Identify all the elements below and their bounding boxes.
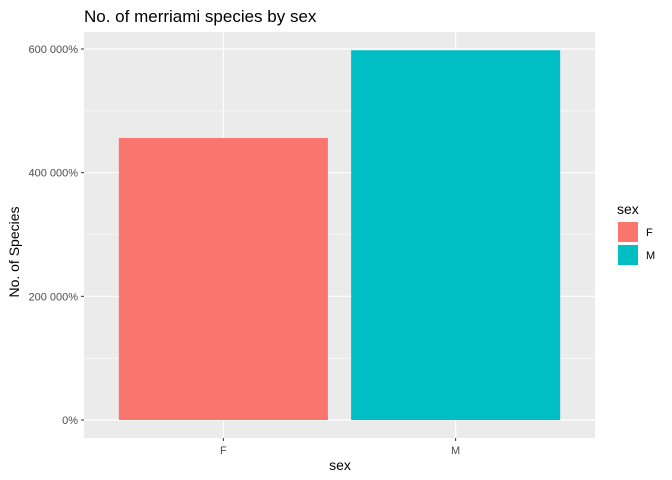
legend-entries: FM <box>618 222 655 265</box>
bars <box>118 50 561 421</box>
legend-label-f: F <box>646 227 653 239</box>
bar-f <box>118 138 328 421</box>
legend-label-m: M <box>646 250 655 262</box>
y-tick-label: 600 000% <box>28 44 78 56</box>
x-tick-label: M <box>451 445 460 457</box>
chart-title: No. of merriami species by sex <box>84 7 317 26</box>
y-axis-ticks: 0% 200 000% 400 000% 600 000% <box>28 44 84 427</box>
x-tick-label: F <box>220 445 227 457</box>
bar-m <box>351 50 561 421</box>
x-axis-label: sex <box>329 457 351 473</box>
legend: sex FM <box>617 201 655 265</box>
legend-key-m <box>618 245 638 265</box>
y-tick-label: 200 000% <box>28 291 78 303</box>
y-axis-label: No. of Species <box>6 206 22 297</box>
legend-key-f <box>618 222 638 242</box>
legend-title: sex <box>617 201 639 217</box>
y-tick-label: 0% <box>62 415 78 427</box>
y-tick-label: 400 000% <box>28 168 78 180</box>
